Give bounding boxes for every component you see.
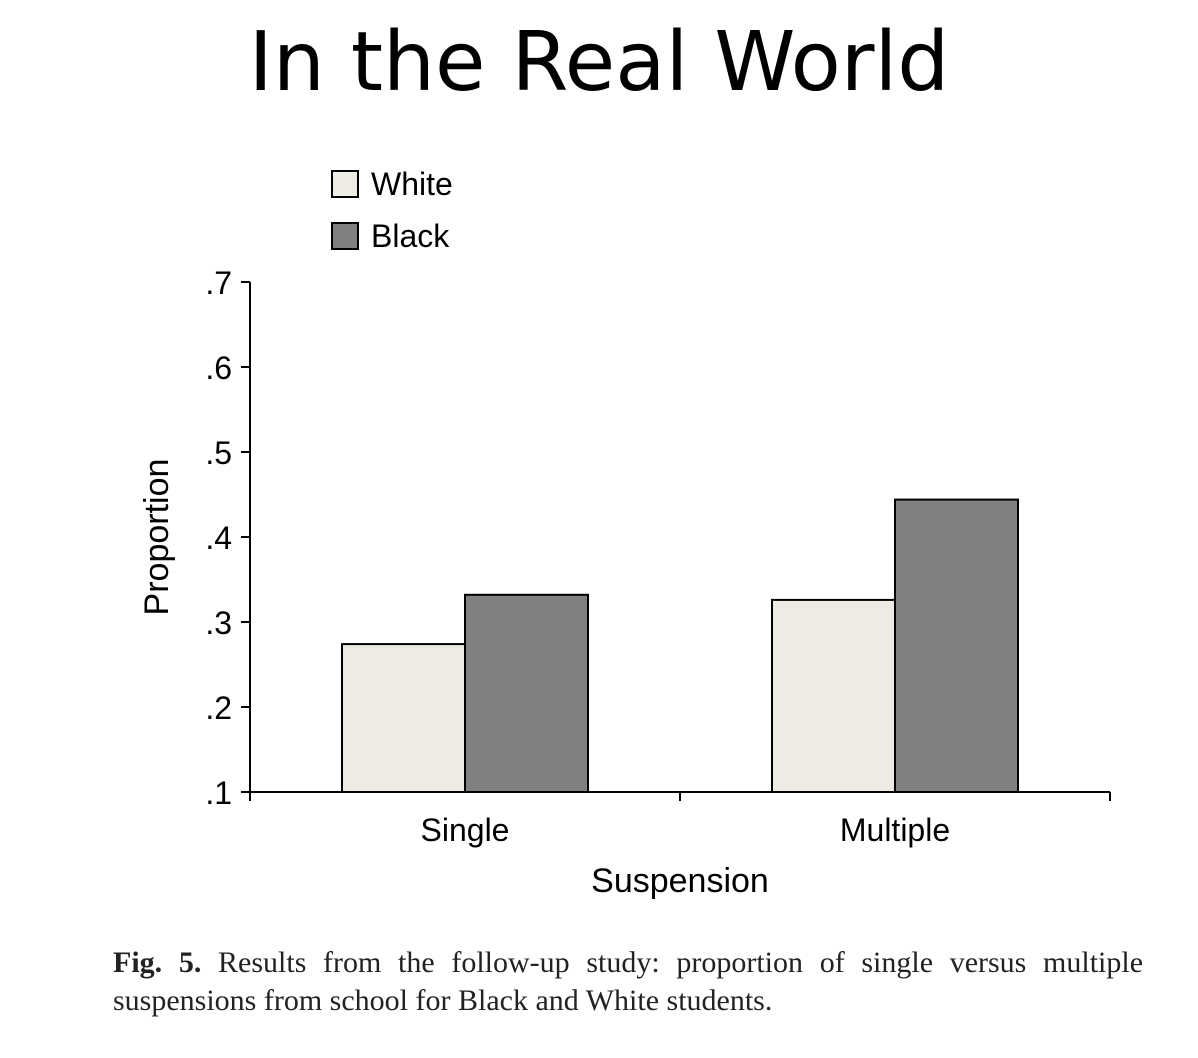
y-tick-label: .2 <box>205 690 232 726</box>
figure-label: Fig. 5. <box>113 946 202 979</box>
legend-label: White <box>371 166 453 202</box>
bar-black-multiple <box>894 498 1019 793</box>
y-tick-label: .4 <box>205 520 232 556</box>
y-axis: .1 .2 .3 .4 .5 .6 .7 <box>205 265 251 811</box>
figure-caption-text: Results from the follow-up study: propor… <box>113 946 1144 1017</box>
x-axis-label: Suspension <box>591 862 769 900</box>
slide-title: In the Real World <box>248 15 950 110</box>
y-tick-label: .1 <box>205 775 232 811</box>
y-axis-label: Proportion <box>138 459 176 616</box>
chart-legend: White Black <box>331 166 453 254</box>
figure-caption: Fig. 5. Results from the follow-up study… <box>113 944 1143 1020</box>
bar-white-single <box>341 643 466 793</box>
x-category-label: Multiple <box>840 812 950 848</box>
legend-swatch <box>331 170 359 198</box>
legend-swatch <box>331 222 359 250</box>
x-axis: Single Multiple <box>249 791 1111 848</box>
bars-group <box>341 498 1019 794</box>
bar-white-multiple <box>771 598 896 794</box>
bar-black-single <box>464 593 589 793</box>
x-category-label: Single <box>421 812 510 848</box>
y-tick-label: .5 <box>205 435 232 471</box>
y-tick-label: .7 <box>205 265 232 301</box>
y-tick-label: .6 <box>205 350 232 386</box>
legend-label: Black <box>371 218 450 254</box>
y-tick-label: .3 <box>205 605 232 641</box>
